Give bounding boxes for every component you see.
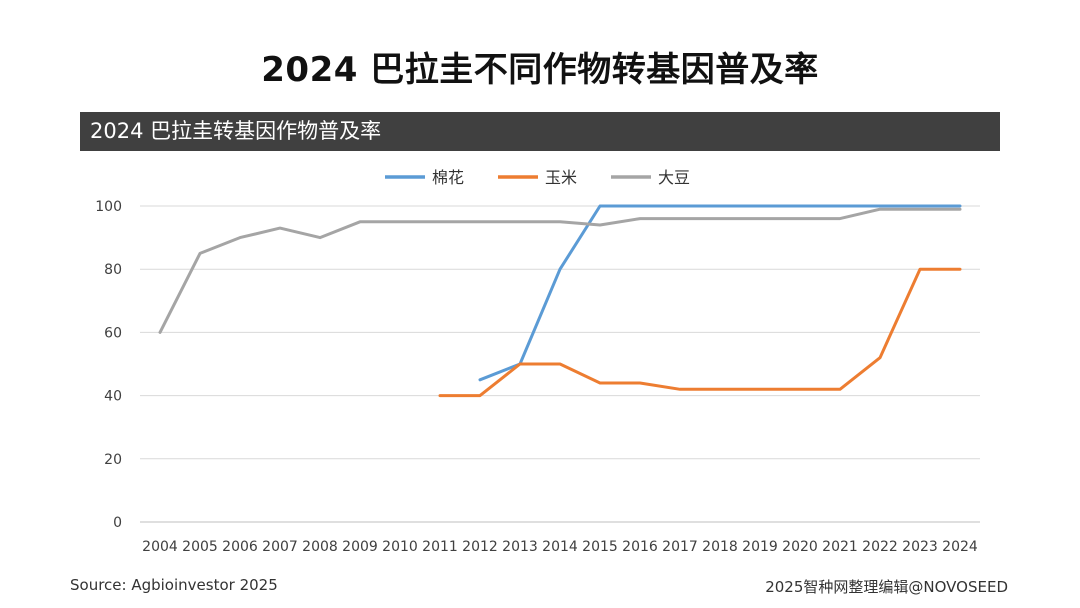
x-tick-label: 2008 — [302, 539, 338, 555]
y-tick-label: 100 — [95, 199, 122, 215]
credit-note: 2025智种网整理编辑@NOVOSEED — [765, 578, 1008, 596]
x-tick-label: 2006 — [222, 539, 258, 555]
legend-label: 大豆 — [658, 168, 690, 187]
x-tick-label: 2012 — [462, 539, 498, 555]
x-tick-label: 2020 — [782, 539, 818, 555]
chart-title-banner: 2024 巴拉圭转基因作物普及率 — [80, 112, 1000, 151]
page-title: 2024 巴拉圭不同作物转基因普及率 — [261, 50, 819, 90]
series-line-1 — [438, 267, 962, 398]
x-tick-label: 2004 — [142, 539, 178, 555]
y-tick-label: 20 — [104, 452, 122, 468]
x-tick-label: 2014 — [542, 539, 578, 555]
x-tick-label: 2013 — [502, 539, 538, 555]
y-tick-label: 40 — [104, 389, 122, 405]
x-tick-label: 2016 — [622, 539, 658, 555]
x-tick-label: 2005 — [182, 539, 218, 555]
x-tick-label: 2017 — [662, 539, 698, 555]
x-tick-label: 2021 — [822, 539, 858, 555]
series-line-0 — [478, 204, 962, 382]
source-note: Source: Agbioinvestor 2025 — [70, 576, 278, 594]
x-tick-label: 2007 — [262, 539, 298, 555]
x-tick-label: 2019 — [742, 539, 778, 555]
series-line-2 — [158, 207, 962, 334]
series-layer — [158, 204, 962, 398]
x-tick-label: 2015 — [582, 539, 618, 555]
legend-label: 玉米 — [545, 168, 577, 187]
x-tick-label: 2022 — [862, 539, 898, 555]
legend-label: 棉花 — [432, 168, 464, 187]
x-axis-ticks: 2004 2005 2006 2007 2008 2009 2010 2011 2012 2013… — [142, 539, 978, 555]
x-tick-label: 2009 — [342, 539, 378, 555]
x-tick-label: 2024 — [942, 539, 978, 555]
x-tick-label: 2010 — [382, 539, 418, 555]
x-tick-label: 2018 — [702, 539, 738, 555]
x-tick-label: 2023 — [902, 539, 938, 555]
x-tick-label: 2011 — [422, 539, 458, 555]
legend: 棉花 玉米 大豆 — [385, 168, 690, 187]
y-tick-label: 80 — [104, 262, 122, 278]
y-tick-label: 0 — [113, 515, 122, 531]
y-axis-ticks: 0 20 40 60 80 100 — [95, 199, 122, 531]
y-tick-label: 60 — [104, 325, 122, 341]
